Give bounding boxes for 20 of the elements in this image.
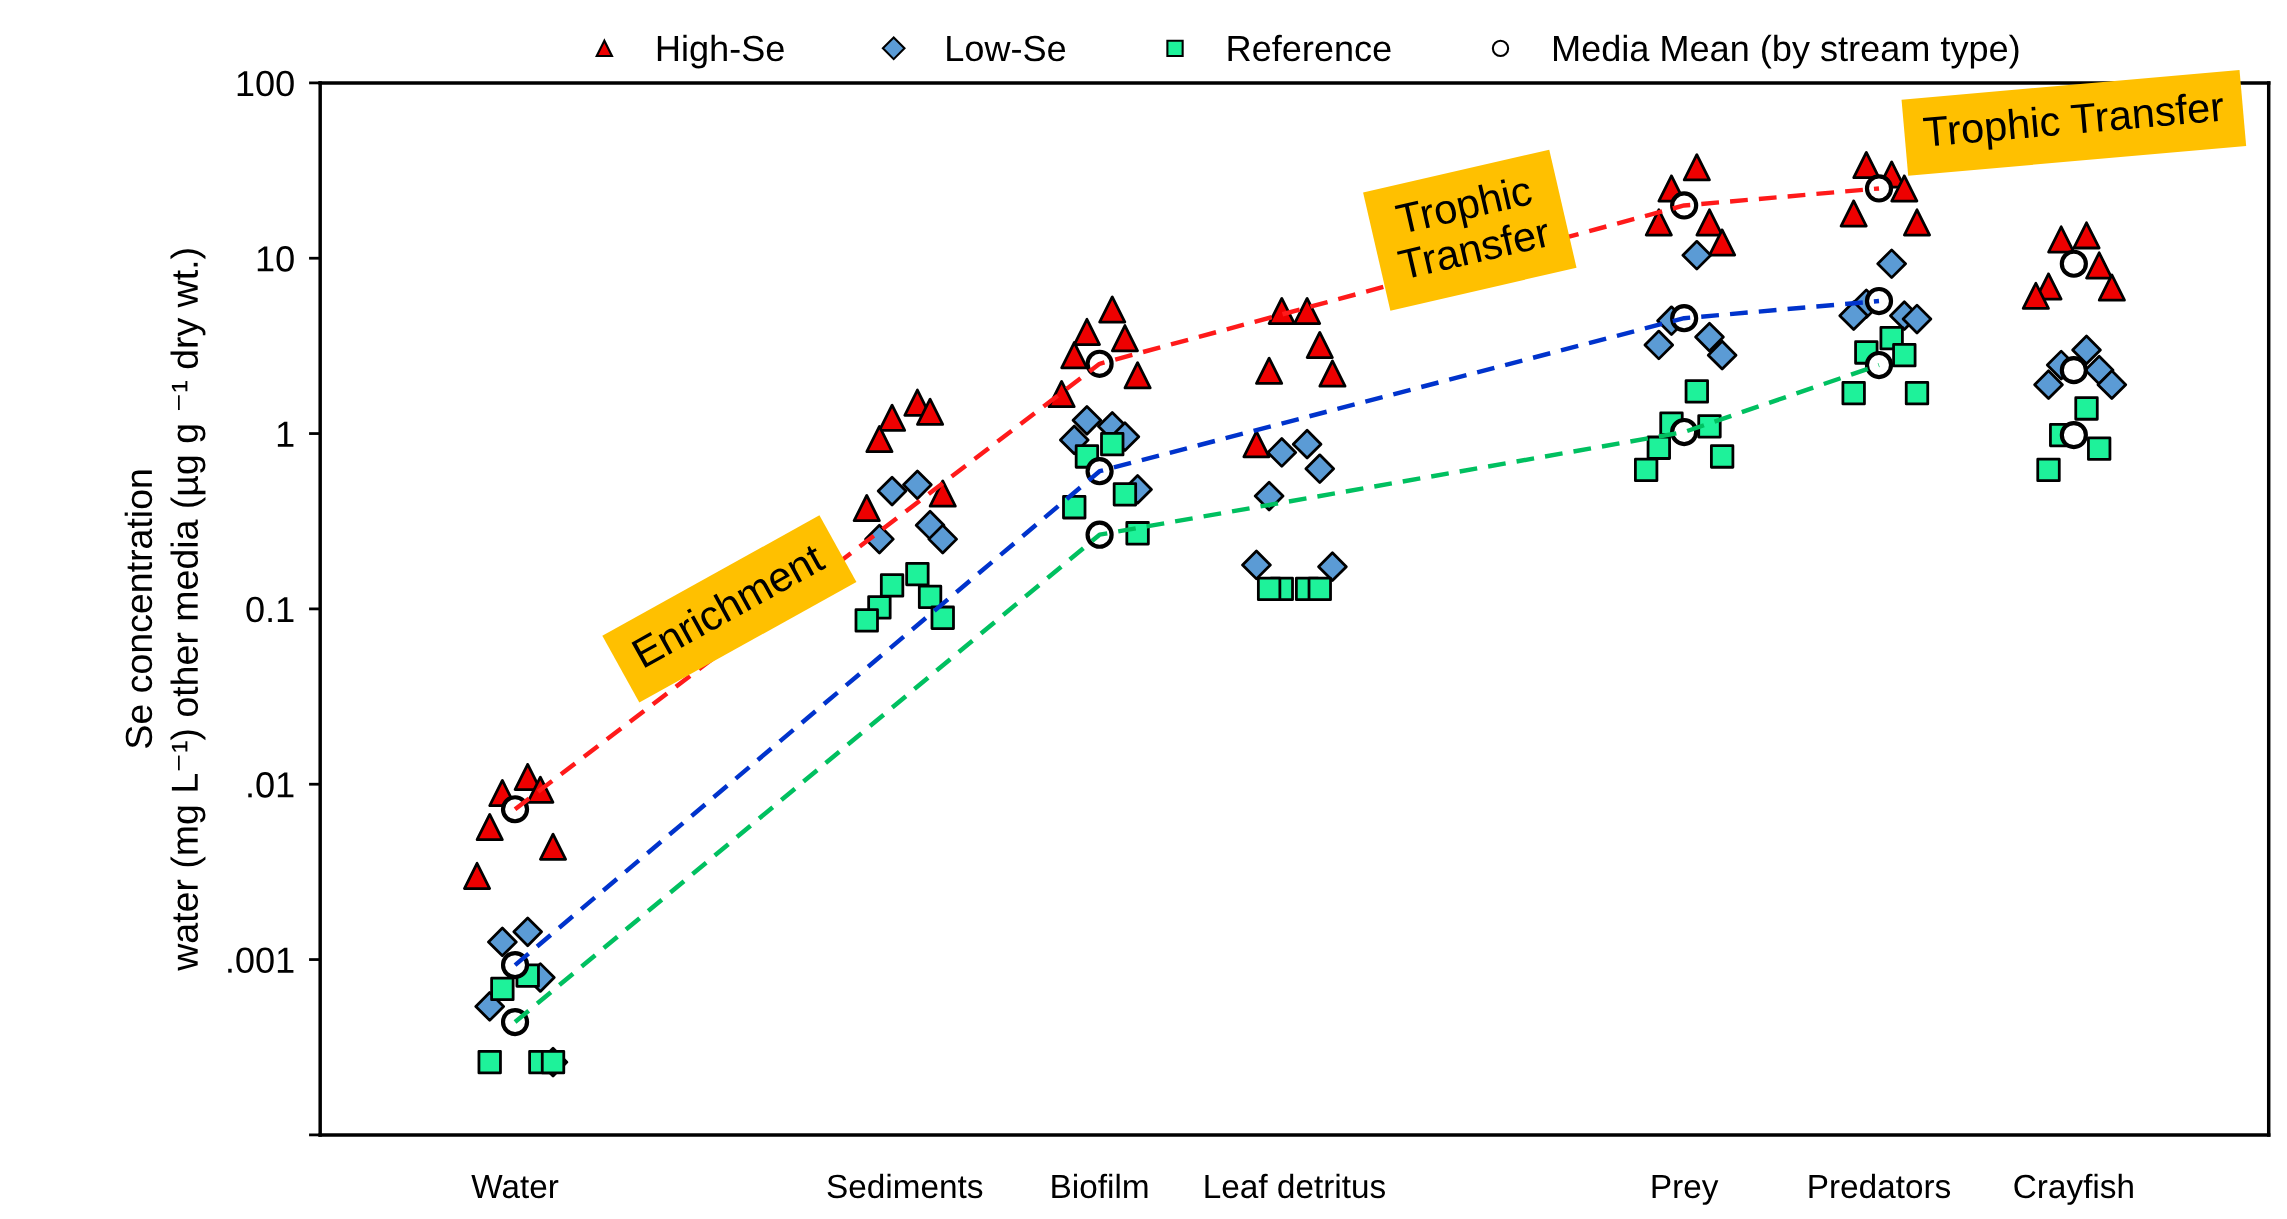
- x-tick-label: Predators: [1809, 1173, 1951, 1199]
- y-tick-label: 0.1: [246, 596, 294, 623]
- x-tick-label: Prey: [1652, 1175, 1719, 1205]
- x-tick-label: Crayfish: [2014, 1173, 2133, 1205]
- y-axis-title: Se concentration water (mg L⁻¹) other media (µg g ⁻¹ dry wt.): [124, 249, 206, 971]
- annotation: Trophic Transfer: [1394, 174, 1552, 280]
- y-tick-label: 100: [237, 70, 294, 97]
- legend-label: Low-Se: [947, 35, 1066, 62]
- y-tick-label: .001: [228, 947, 294, 973]
- x-tick-label: Biofilm: [1052, 1173, 1148, 1199]
- y-tick-label: 10: [257, 246, 294, 272]
- y-tick-label: .01: [248, 772, 294, 798]
- x-tick-label: Sediments: [827, 1173, 983, 1199]
- y-tick-label: 1: [277, 421, 294, 447]
- legend-label: Media Mean (by stream type): [1554, 34, 2019, 69]
- legend-label: High-Se: [657, 34, 784, 69]
- x-tick-label: Water: [471, 1175, 559, 1199]
- x-tick-label: Leaf detritus: [1205, 1173, 1385, 1199]
- annotation: Trophic Transfer: [1922, 90, 2226, 156]
- legend-label: Reference: [1228, 34, 1391, 62]
